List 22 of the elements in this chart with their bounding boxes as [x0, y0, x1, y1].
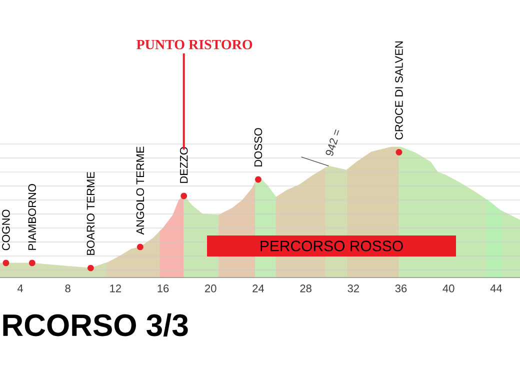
annotation: DOSSO	[254, 128, 262, 166]
annotation: COGNO	[2, 210, 10, 250]
annotation: BOARIO TERME	[86, 172, 95, 255]
x-tick-label: 8	[65, 284, 70, 292]
annotation: 942 =	[326, 129, 339, 156]
x-tick-label: 36	[395, 284, 407, 292]
x-tick-label: 40	[442, 284, 454, 292]
annotation: CROCE DI SALVEN	[395, 41, 403, 140]
text: RCORSO 3/3	[3, 313, 188, 337]
x-tick-label: 32	[348, 284, 359, 292]
annotation: DEZZO	[180, 147, 188, 183]
x-tick-label: 28	[300, 284, 312, 292]
annotation: ANGOLO TERME	[136, 146, 144, 235]
x-tick-label: 12	[110, 284, 121, 292]
text: PUNTO RISTORO	[136, 40, 252, 50]
x-tick-label: 44	[490, 284, 502, 292]
annotation: PIAMBORNO	[28, 184, 36, 250]
x-tick-label: 16	[158, 284, 169, 292]
annotation: PERCORSO ROSSO	[260, 240, 403, 252]
x-tick-label: 20	[205, 284, 216, 292]
x-tick-label: 24	[252, 284, 264, 292]
x-tick-label: 4	[17, 284, 23, 292]
